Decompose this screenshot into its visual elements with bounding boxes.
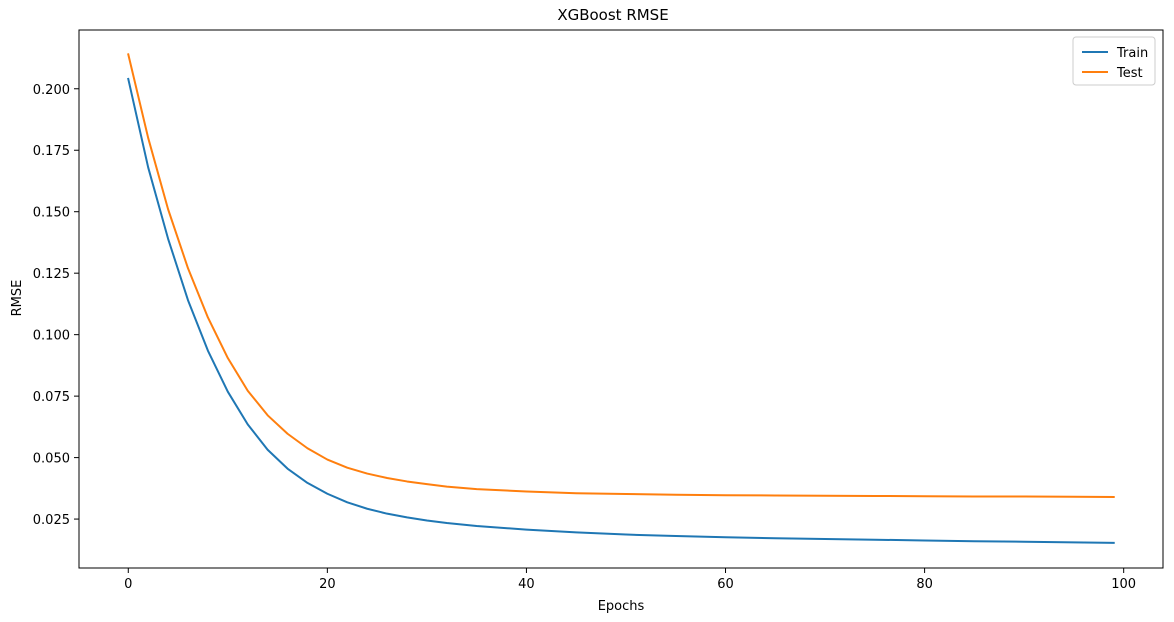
y-tick-label: 0.200 [33,83,70,98]
x-tick-label: 0 [124,577,132,592]
x-axis-label: Epochs [598,599,645,614]
legend-label-test: Test [1116,66,1143,81]
x-tick-label: 80 [916,577,933,592]
y-axis: 0.025 0.050 0.075 0.100 0.125 0.150 0.175 0.200 [33,83,79,528]
y-tick-label: 0.125 [33,267,70,282]
y-tick-label: 0.025 [33,513,70,528]
plot-frame [78,29,1164,569]
y-tick-label: 0.100 [33,329,70,344]
chart-title: XGBoost RMSE [557,6,668,24]
series-line-train [127,77,1115,544]
y-tick-label: 0.075 [33,390,70,405]
y-tick-label: 0.150 [33,206,70,221]
x-axis: 0 20 40 60 80 100 [124,568,1136,592]
y-axis-label: RMSE [10,280,25,317]
x-tick-label: 60 [717,577,734,592]
series-line-test [127,53,1115,498]
x-tick-label: 100 [1111,577,1136,592]
x-tick-label: 20 [319,577,336,592]
legend-label-train: Train [1116,46,1148,61]
y-tick-label: 0.175 [33,144,70,159]
legend: Train Test [1072,36,1156,86]
plot-area [78,29,1164,569]
y-tick-label: 0.050 [33,452,70,467]
legend-box [1072,36,1156,86]
x-tick-label: 40 [518,577,535,592]
